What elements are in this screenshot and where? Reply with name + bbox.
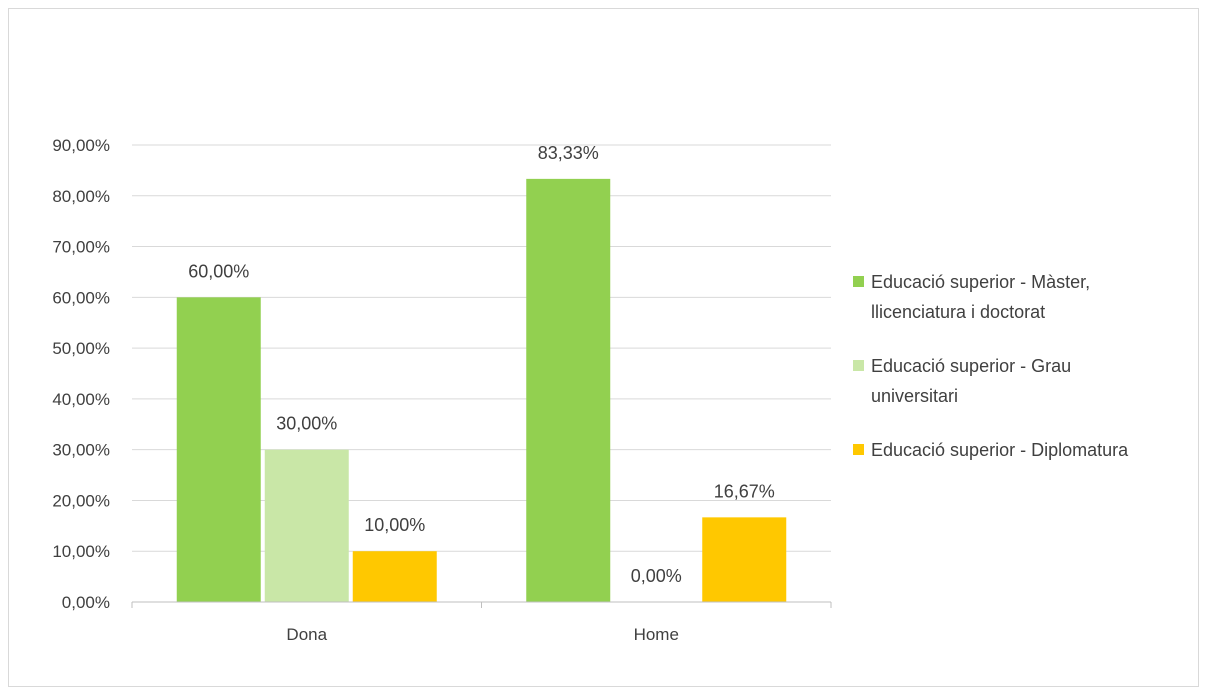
legend-label: Educació superior - Diplomatura xyxy=(871,440,1129,460)
data-labels: 60,00% 83,33% 30,00% 0,00% 10,00% 16,67% xyxy=(188,143,775,586)
y-tick-label: 70,00% xyxy=(52,238,110,257)
legend-label: llicenciatura i doctorat xyxy=(871,302,1045,322)
y-tick-label: 90,00% xyxy=(52,136,110,155)
data-label: 16,67% xyxy=(714,481,775,501)
legend-swatch xyxy=(853,444,864,455)
y-tick-label: 30,00% xyxy=(52,441,110,460)
legend-label: universitari xyxy=(871,386,958,406)
bar xyxy=(264,449,349,602)
y-tick-label: 50,00% xyxy=(52,339,110,358)
legend-swatch xyxy=(853,360,864,371)
y-tick-label: 40,00% xyxy=(52,390,110,409)
legend: Educació superior - Màster, llicenciatura… xyxy=(853,272,1129,460)
y-tick-label: 80,00% xyxy=(52,187,110,206)
data-label: 30,00% xyxy=(276,414,337,434)
bar xyxy=(176,297,261,602)
x-category-label: Home xyxy=(634,625,679,644)
bar xyxy=(702,517,787,602)
bar xyxy=(526,178,611,602)
y-tick-label: 0,00% xyxy=(62,593,110,612)
bars xyxy=(176,178,787,602)
legend-label: Educació superior - Grau xyxy=(871,356,1071,376)
legend-swatch xyxy=(853,276,864,287)
y-tick-label: 10,00% xyxy=(52,542,110,561)
data-label: 60,00% xyxy=(188,261,249,281)
axes: 0,00% 10,00% 20,00% 30,00% 40,00% 50,00% 60,00… xyxy=(52,136,832,644)
legend-label: Educació superior - Màster, xyxy=(871,272,1090,292)
data-label: 0,00% xyxy=(631,566,682,586)
bar xyxy=(352,551,437,602)
data-label: 10,00% xyxy=(364,515,425,535)
y-tick-label: 60,00% xyxy=(52,288,110,307)
y-tick-label: 20,00% xyxy=(52,491,110,510)
x-category-label: Dona xyxy=(286,625,327,644)
data-label: 83,33% xyxy=(538,143,599,163)
